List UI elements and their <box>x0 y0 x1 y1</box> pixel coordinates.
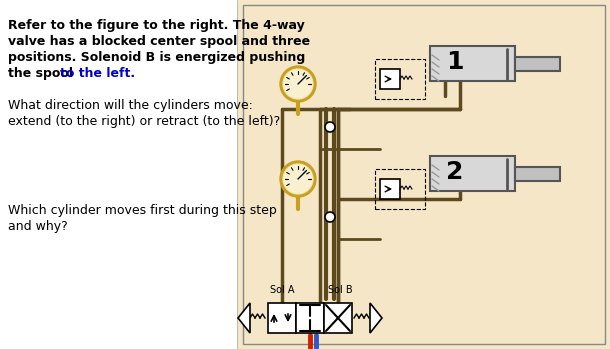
Text: Refer to the figure to the right. The 4-way: Refer to the figure to the right. The 4-… <box>8 19 305 32</box>
Bar <box>237 0 610 349</box>
Text: Sol B: Sol B <box>328 285 353 295</box>
Text: to the left.: to the left. <box>60 67 135 80</box>
Circle shape <box>283 69 313 99</box>
Circle shape <box>284 70 312 98</box>
Circle shape <box>325 212 335 222</box>
Bar <box>515 167 560 181</box>
Text: and why?: and why? <box>8 220 68 233</box>
Text: Sol A: Sol A <box>270 285 294 295</box>
Bar <box>375 59 425 99</box>
Text: What direction will the cylinders move:: What direction will the cylinders move: <box>8 99 253 112</box>
Circle shape <box>325 122 335 132</box>
Bar <box>375 169 425 209</box>
Text: 1: 1 <box>447 50 464 74</box>
Circle shape <box>283 164 313 194</box>
Text: 2: 2 <box>447 160 464 184</box>
Bar <box>430 156 515 191</box>
Bar <box>430 46 515 81</box>
Text: positions. Solenoid B is energized pushing: positions. Solenoid B is energized pushi… <box>8 51 305 64</box>
Bar <box>296 303 324 333</box>
Bar <box>324 303 352 333</box>
Text: extend (to the right) or retract (to the left)?: extend (to the right) or retract (to the… <box>8 115 280 128</box>
Bar <box>268 303 296 333</box>
Bar <box>380 179 400 199</box>
Text: valve has a blocked center spool and three: valve has a blocked center spool and thr… <box>8 35 310 48</box>
Bar <box>515 57 560 71</box>
Circle shape <box>280 66 316 102</box>
Circle shape <box>280 161 316 197</box>
Text: the spool: the spool <box>8 67 77 80</box>
Bar <box>380 69 400 89</box>
Polygon shape <box>238 303 250 333</box>
Polygon shape <box>370 303 382 333</box>
Circle shape <box>284 165 312 193</box>
Text: Which cylinder moves first during this step: Which cylinder moves first during this s… <box>8 204 277 217</box>
Bar <box>243 5 605 344</box>
